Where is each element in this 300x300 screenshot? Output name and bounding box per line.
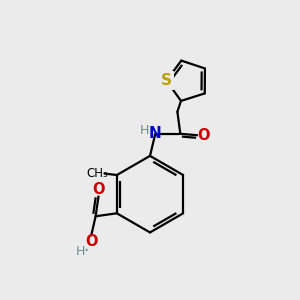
Text: H: H (140, 124, 149, 137)
Text: O: O (198, 128, 210, 143)
Text: O: O (85, 234, 98, 249)
Text: ·: · (83, 242, 88, 260)
Text: CH₃: CH₃ (87, 167, 109, 180)
Text: H: H (76, 245, 86, 258)
Text: N: N (149, 126, 162, 141)
Text: S: S (161, 73, 172, 88)
Text: O: O (92, 182, 105, 197)
